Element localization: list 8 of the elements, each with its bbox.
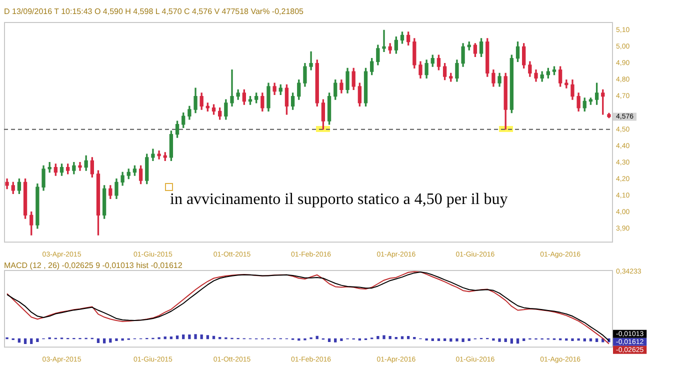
candlestick bbox=[78, 162, 82, 171]
candlestick bbox=[230, 70, 234, 107]
candlestick bbox=[382, 30, 386, 52]
candlestick bbox=[309, 51, 313, 70]
annotation: in avvicinamento il supporto statico a 4,50 per il buy bbox=[170, 191, 508, 209]
chart-subtitle: D 13/09/2016 T 10:15:43 O 4,590 H 4,598 L 4,570 C 4,576 V 477518 Var% -0,21805 bbox=[4, 7, 304, 16]
chart-subtitle: MACD (12 , 26) -0,02625 9 -0,01013 hist -0,01612 bbox=[4, 261, 182, 270]
candlestick bbox=[157, 150, 161, 160]
